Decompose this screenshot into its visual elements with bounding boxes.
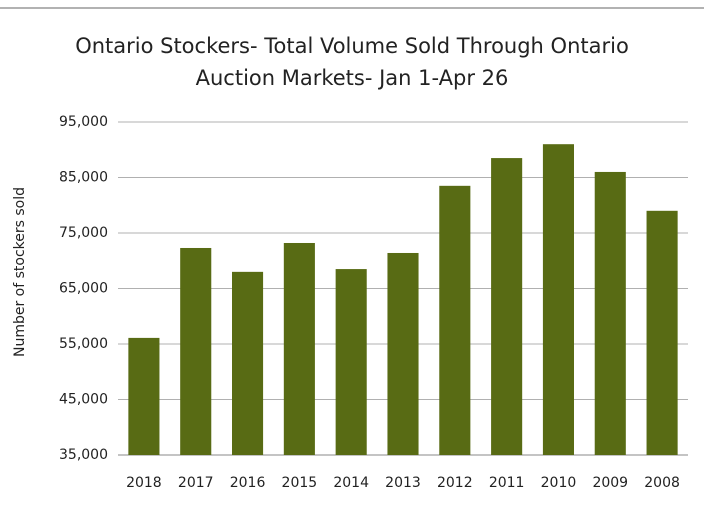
x-tick-label: 2012 [437, 475, 473, 491]
bar [387, 252, 419, 455]
bar [180, 247, 212, 455]
x-tick-label: 2014 [333, 475, 369, 491]
bar [542, 144, 574, 455]
bar [335, 269, 367, 455]
bar [646, 210, 678, 455]
y-tick-label: 75,000 [59, 225, 108, 241]
y-axis-label: Number of stockers sold [12, 187, 28, 357]
y-tick-label: 65,000 [59, 281, 108, 297]
x-tick-label: 2017 [178, 475, 214, 491]
bar [594, 171, 626, 455]
x-tick-label: 2009 [592, 475, 628, 491]
y-tick-label: 45,000 [59, 392, 108, 408]
bar [128, 337, 160, 455]
x-tick-label: 2008 [644, 475, 680, 491]
bar [232, 271, 264, 455]
x-tick-label: 2015 [282, 475, 318, 491]
x-tick-label: 2016 [230, 475, 266, 491]
y-tick-label: 85,000 [59, 170, 108, 186]
chart-title: Ontario Stockers- Total Volume Sold Thro… [75, 34, 629, 58]
x-tick-label: 2010 [541, 475, 577, 491]
bar [283, 242, 315, 455]
y-tick-label: 55,000 [59, 336, 108, 352]
x-tick-label: 2011 [489, 475, 525, 491]
bar [439, 185, 471, 455]
chart-title: Auction Markets- Jan 1-Apr 26 [196, 66, 509, 90]
y-tick-label: 35,000 [59, 447, 108, 463]
x-tick-label: 2013 [385, 475, 421, 491]
x-tick-label: 2018 [126, 475, 162, 491]
y-tick-label: 95,000 [59, 114, 108, 130]
bar [491, 158, 523, 455]
